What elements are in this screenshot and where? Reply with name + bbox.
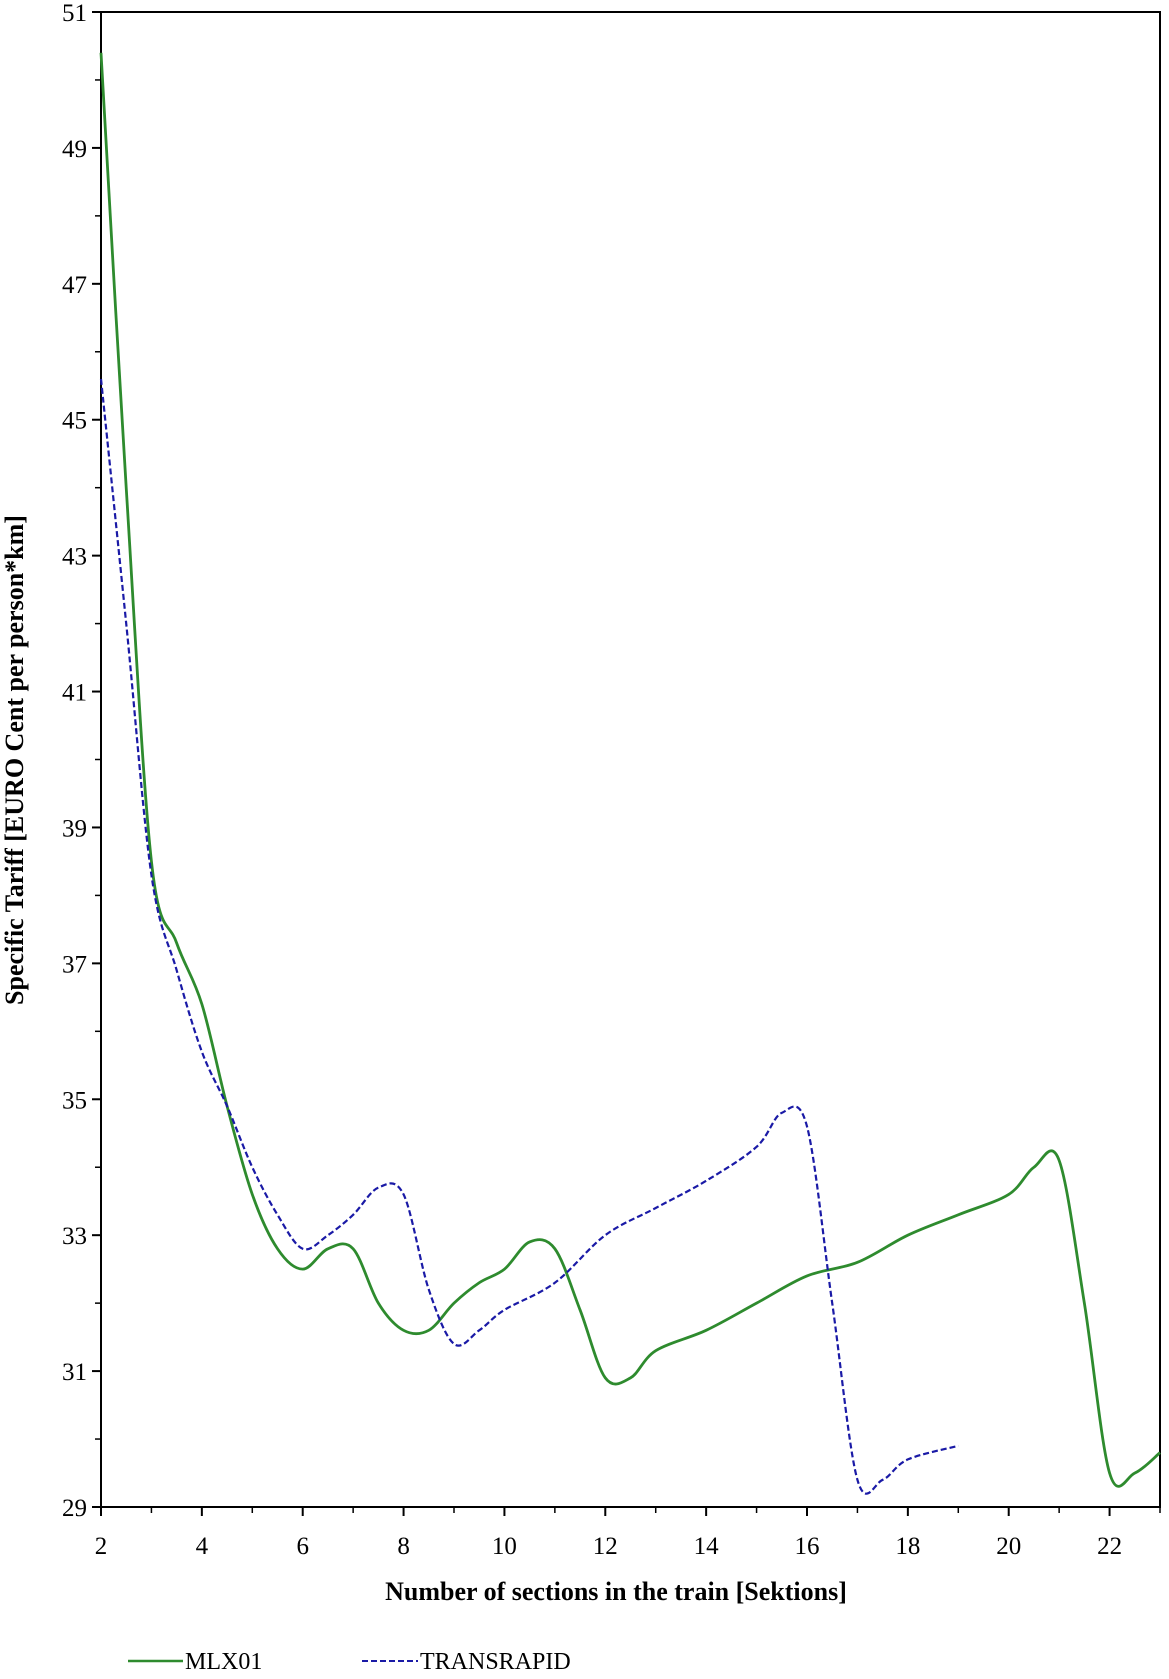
y-tick-label: 49 xyxy=(62,136,87,163)
y-tick-label: 43 xyxy=(62,544,87,571)
y-tick-label: 41 xyxy=(62,680,87,707)
y-tick-label: 37 xyxy=(62,951,87,978)
x-tick-label: 8 xyxy=(397,1533,410,1560)
x-tick-label: 16 xyxy=(795,1533,820,1560)
y-tick-label: 35 xyxy=(62,1087,87,1114)
x-tick-label: 14 xyxy=(694,1533,720,1560)
x-tick-label: 4 xyxy=(196,1533,209,1560)
x-axis-ticks: 2 4 6 8 10 12 14 16 18 20 22 xyxy=(95,1507,1161,1560)
x-tick-label: 18 xyxy=(895,1533,920,1560)
y-axis-ticks: 29 31 33 35 37 39 41 43 45 47 49 51 xyxy=(62,0,101,1522)
y-tick-label: 45 xyxy=(62,408,87,435)
x-tick-label: 2 xyxy=(95,1533,108,1560)
series-line-transrapid xyxy=(99,378,959,1495)
series-layer xyxy=(99,52,1161,1495)
y-axis-label: Specific Tariff [EURO Cent per person*km… xyxy=(0,515,29,1005)
x-tick-label: 6 xyxy=(296,1533,309,1560)
y-tick-label: 29 xyxy=(62,1495,87,1522)
series-line-mlx01 xyxy=(99,52,1161,1488)
x-tick-label: 22 xyxy=(1097,1533,1122,1560)
x-tick-label: 20 xyxy=(996,1533,1021,1560)
y-tick-label: 31 xyxy=(62,1359,87,1386)
y-tick-label: 39 xyxy=(62,815,87,842)
x-tick-label: 12 xyxy=(593,1533,618,1560)
legend: MLX01 TRANSRAPID xyxy=(128,1649,571,1675)
legend-label-mlx01: MLX01 xyxy=(185,1649,262,1674)
y-tick-label: 51 xyxy=(62,0,87,27)
y-tick-label: 33 xyxy=(62,1223,87,1250)
x-tick-label: 10 xyxy=(492,1533,517,1560)
y-tick-label: 47 xyxy=(62,272,87,299)
legend-label-transrapid: TRANSRAPID xyxy=(420,1649,571,1674)
plot-frame xyxy=(100,11,1161,1508)
x-axis-label: Number of sections in the train [Sektion… xyxy=(385,1577,847,1606)
